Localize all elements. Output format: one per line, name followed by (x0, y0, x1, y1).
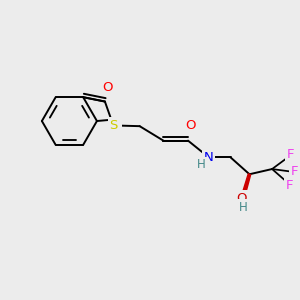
Text: O: O (103, 81, 113, 94)
Text: H: H (196, 158, 205, 171)
Text: H: H (238, 201, 247, 214)
Text: O: O (186, 119, 196, 132)
Text: N: N (110, 118, 120, 131)
Text: O: O (237, 192, 247, 205)
Text: S: S (109, 119, 118, 133)
Text: F: F (291, 165, 298, 178)
Text: F: F (286, 179, 293, 192)
Text: F: F (286, 148, 294, 161)
Polygon shape (242, 174, 250, 194)
Text: N: N (204, 151, 214, 164)
